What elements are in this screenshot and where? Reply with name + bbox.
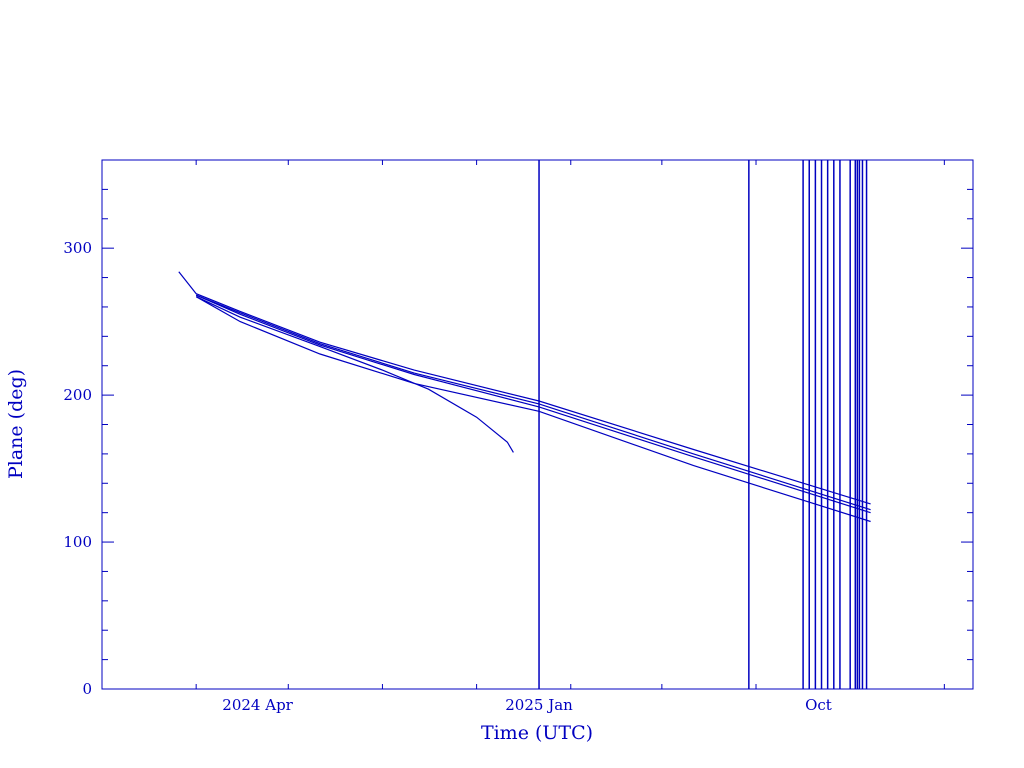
tick-marks [101, 159, 973, 690]
plot-frame [101, 159, 974, 690]
vertical-lines-layer [538, 160, 868, 689]
y-tick-label: 200 [63, 386, 92, 404]
x-axis-title: Time (UTC) [481, 722, 593, 744]
x-tick-label: 2024 Apr [222, 696, 293, 714]
series-line-3 [195, 294, 871, 514]
tick-labels-layer: 2024 Apr 2025 Jan Oct 0 100 200 300 [63, 239, 831, 714]
x-tick-label: 2025 Jan [505, 696, 573, 714]
y-axis-title: Plane (deg) [5, 369, 27, 479]
series-line-2 [195, 294, 871, 511]
series-layer [178, 271, 871, 523]
y-tick-label: 300 [63, 239, 92, 257]
y-tick-label: 100 [63, 533, 92, 551]
series-line-4 [195, 296, 871, 523]
series-line-5 [195, 296, 514, 453]
y-tick-label: 0 [82, 680, 92, 698]
x-tick-label: Oct [805, 696, 832, 714]
series-line-1 [178, 271, 871, 505]
